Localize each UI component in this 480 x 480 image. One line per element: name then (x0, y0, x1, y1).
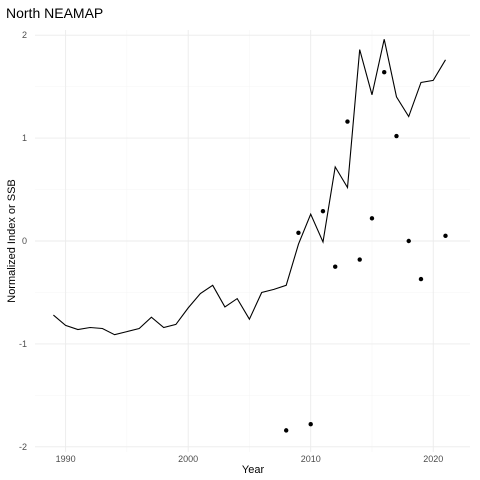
x-tick-label: 2020 (423, 454, 443, 464)
data-point (333, 264, 338, 269)
data-point (443, 233, 448, 239)
x-tick-label: 1990 (56, 454, 76, 464)
data-point (394, 133, 399, 139)
y-axis-ticks: -2 -1 0 1 2 (19, 30, 27, 452)
data-point (357, 257, 362, 262)
data-point (406, 238, 411, 244)
data-point (345, 119, 350, 124)
y-tick-label: 0 (22, 236, 27, 246)
data-point (283, 428, 289, 433)
data-point (320, 208, 326, 214)
x-tick-label: 2000 (178, 454, 198, 464)
chart-title: North NEAMAP (6, 5, 103, 21)
y-axis-title: Normalized Index or SSB (6, 179, 18, 303)
data-point (418, 276, 424, 282)
series-layer (53, 39, 448, 433)
y-tick-label: 2 (22, 30, 27, 40)
data-point (296, 230, 301, 235)
index-line (53, 39, 446, 336)
x-tick-label: 2010 (301, 454, 321, 464)
y-tick-label: -1 (19, 339, 27, 349)
data-point (382, 70, 387, 75)
y-tick-label: -2 (19, 442, 27, 452)
grid (35, 30, 470, 452)
data-point (308, 422, 313, 427)
x-axis-title: Year (242, 464, 265, 476)
x-axis-ticks: 1990 2000 2010 2020 (56, 454, 444, 464)
y-tick-label: 1 (22, 133, 27, 143)
data-point (369, 216, 375, 221)
